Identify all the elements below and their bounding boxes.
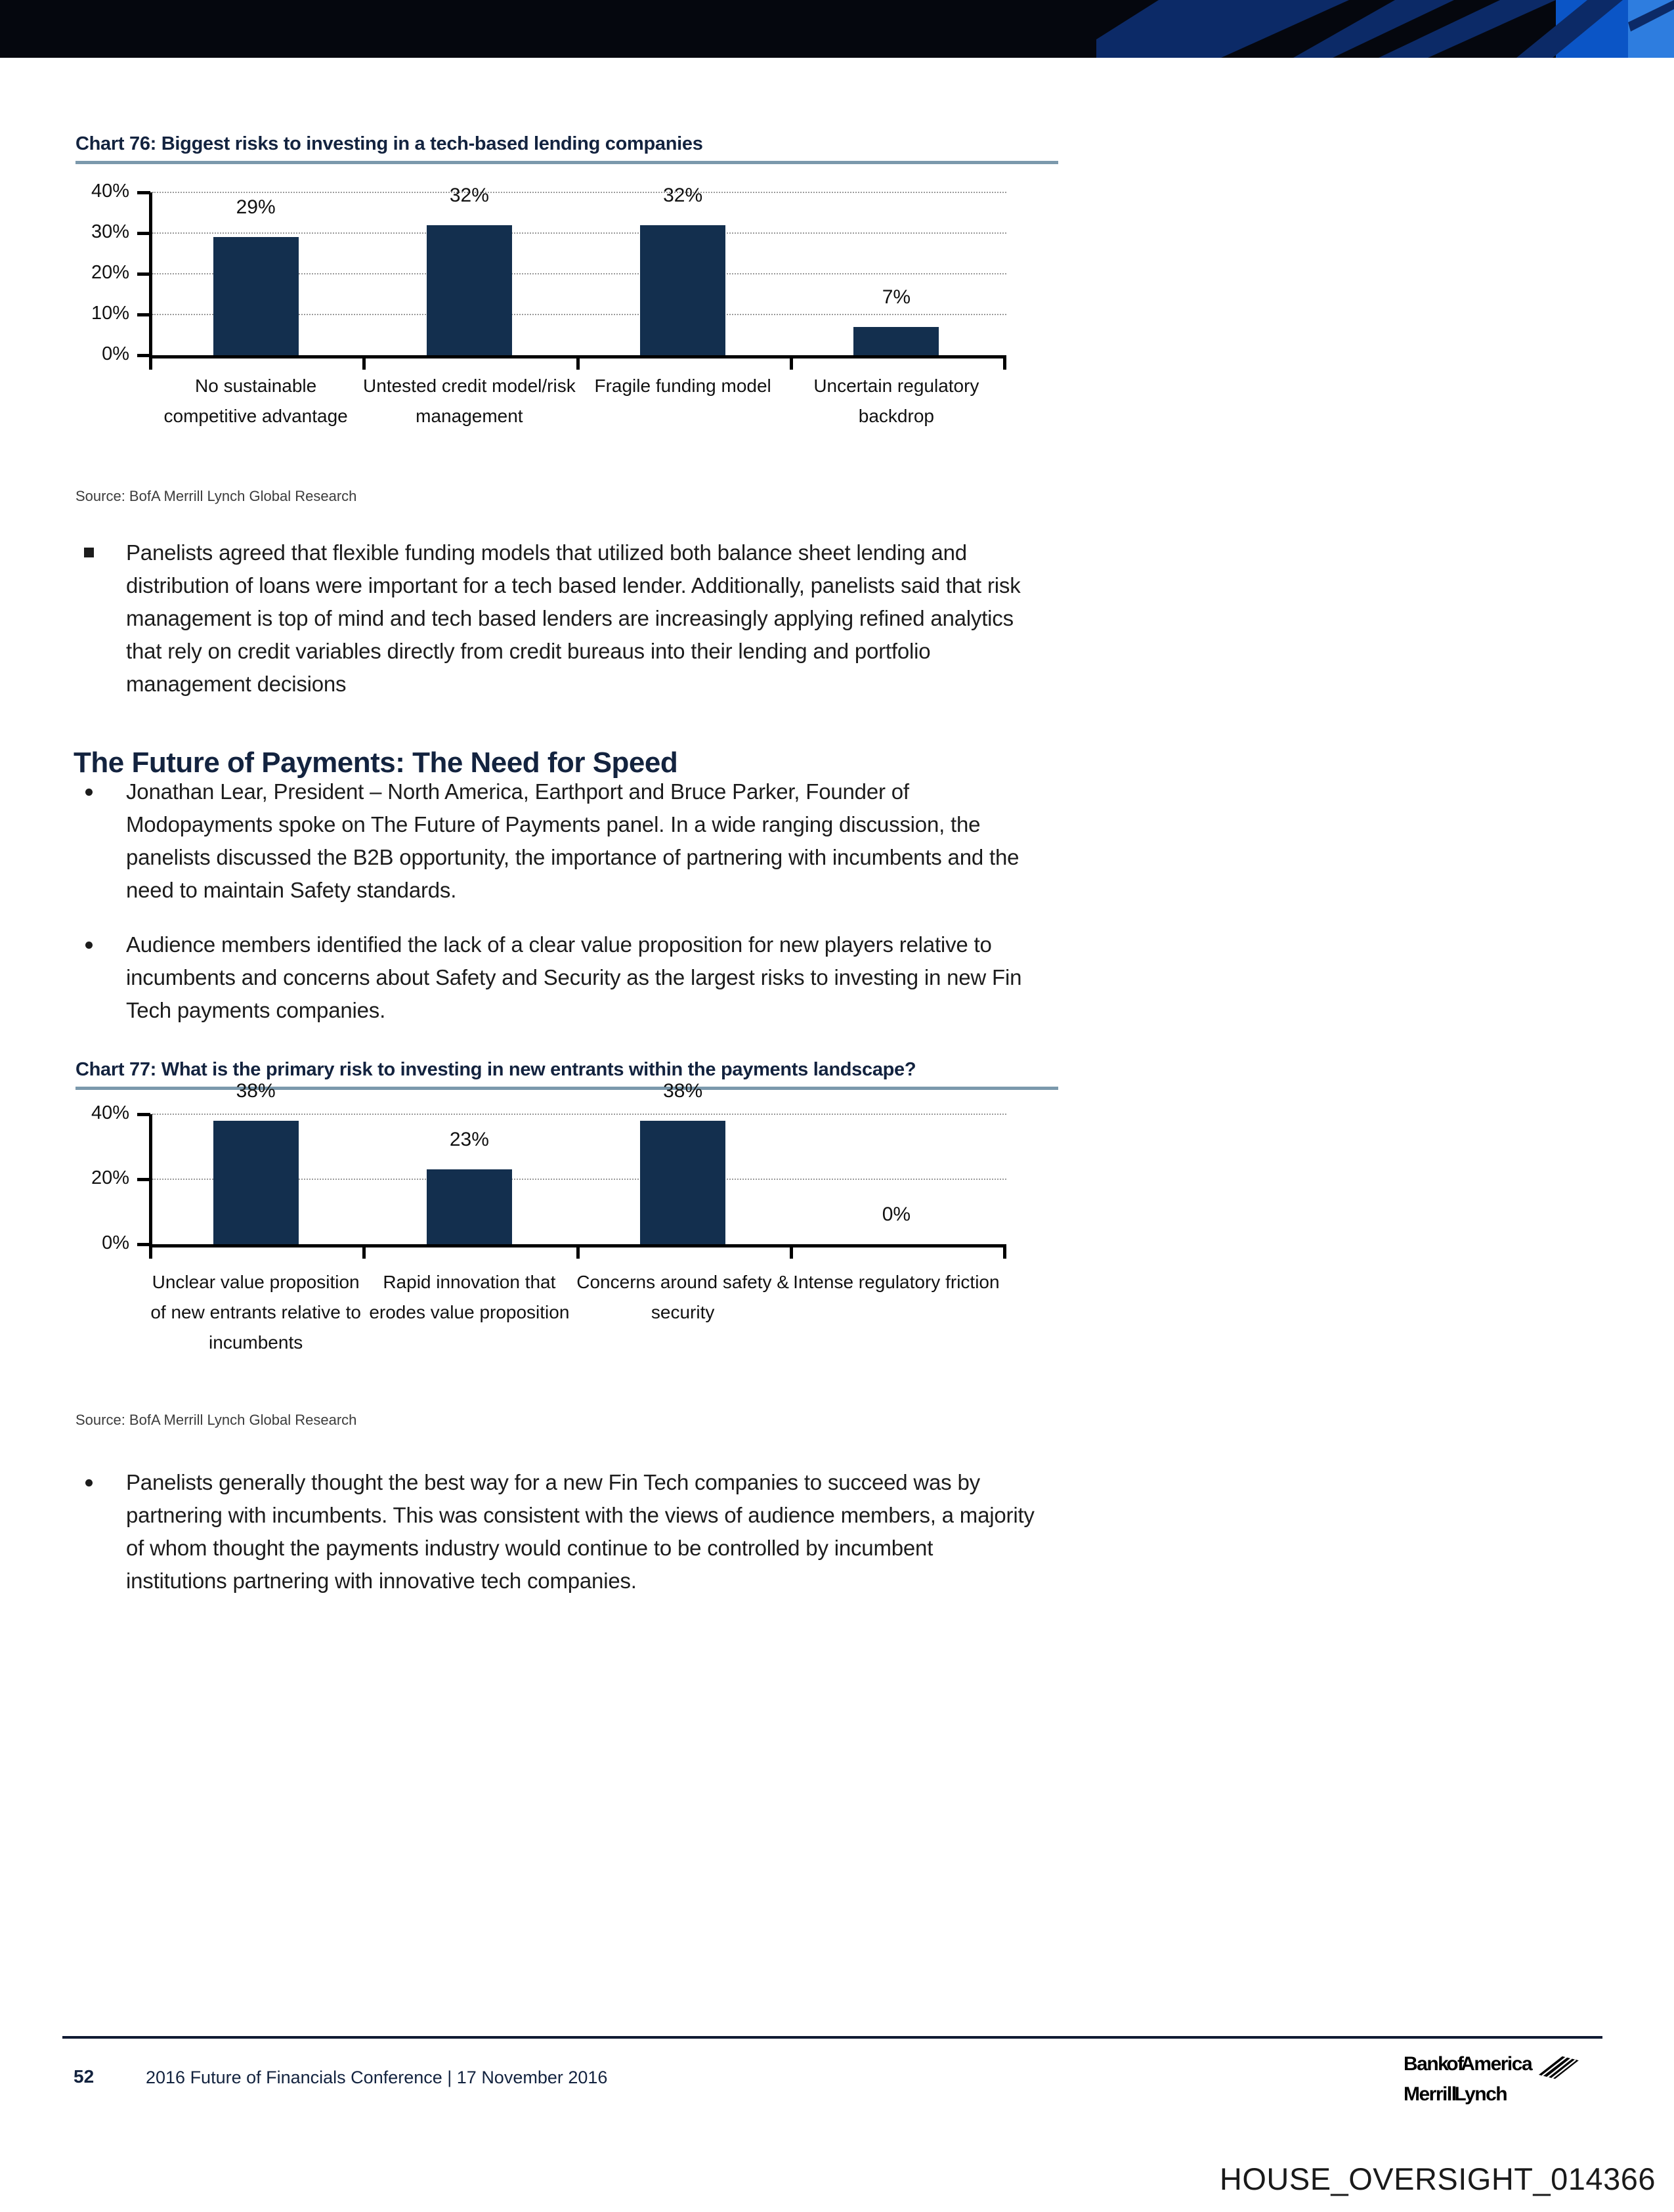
bullet-item: Panelists generally thought the best way… xyxy=(84,1466,1035,1597)
y-axis-tick xyxy=(137,232,150,235)
y-axis-label: 30% xyxy=(91,221,129,242)
top-banner xyxy=(0,0,1674,58)
y-axis-tick xyxy=(137,313,150,316)
bofa-flag-icon xyxy=(1539,2056,1579,2079)
x-axis-tick xyxy=(149,1247,152,1259)
bullet-marker-column xyxy=(84,1466,126,1597)
y-axis-label: 20% xyxy=(91,1167,129,1188)
y-axis-tick xyxy=(137,272,150,276)
category-label: No sustainable competitive advantage xyxy=(163,376,348,426)
y-axis-label: 0% xyxy=(102,1232,129,1253)
y-axis-label: 20% xyxy=(91,262,129,283)
logo-line1: Bank of America xyxy=(1404,2053,1533,2075)
bar xyxy=(853,327,939,355)
bar-value-label: 7% xyxy=(882,286,911,308)
x-axis-tick xyxy=(1003,1247,1006,1259)
y-axis-label: 40% xyxy=(91,1102,129,1123)
y-gridline xyxy=(152,192,1006,193)
round-bullet-icon xyxy=(85,789,93,796)
bar xyxy=(213,237,299,355)
x-axis-tick xyxy=(362,1247,366,1259)
y-axis-label: 40% xyxy=(91,181,129,202)
chart-77-source: Source: BofA Merrill Lynch Global Resear… xyxy=(75,1412,357,1428)
y-axis-tick xyxy=(137,354,150,357)
bar-value-label: 0% xyxy=(882,1204,911,1225)
x-axis-tick xyxy=(576,1247,580,1259)
y-gridline xyxy=(152,314,1006,315)
category-label: Rapid innovation that erodes value propo… xyxy=(369,1272,570,1322)
document-control-number: HOUSE_OVERSIGHT_014366 xyxy=(1219,2161,1656,2196)
footer-divider xyxy=(62,2036,1602,2039)
bullet-text: Panelists agreed that flexible funding m… xyxy=(126,540,1021,696)
bullet-item: Jonathan Lear, President – North America… xyxy=(84,775,1035,907)
bullet-text: Panelists generally thought the best way… xyxy=(126,1470,1035,1593)
bar-value-label: 38% xyxy=(663,1080,703,1102)
bar xyxy=(640,1121,726,1244)
bank-of-america-merrill-lynch-logo: Bank of America Merrill Lynch xyxy=(1404,2054,1579,2105)
banner-geometric-pattern-icon xyxy=(1096,0,1674,58)
y-axis-tick xyxy=(137,1113,150,1116)
y-axis-tick xyxy=(137,191,150,194)
bar-value-label: 38% xyxy=(236,1080,276,1102)
bar-value-label: 32% xyxy=(663,184,703,206)
round-bullet-icon xyxy=(85,1479,93,1486)
logo-line2: Merrill Lynch xyxy=(1404,2083,1508,2105)
page-number: 52 xyxy=(74,2066,95,2087)
category-label: Fragile funding model xyxy=(594,376,771,396)
bullet-item: Panelists agreed that flexible funding m… xyxy=(84,536,1035,701)
bar xyxy=(426,1169,512,1244)
bar-value-label: 23% xyxy=(449,1129,489,1150)
x-axis-tick xyxy=(362,358,366,370)
bar-value-label: 29% xyxy=(236,196,276,218)
bar xyxy=(426,225,512,355)
x-axis-tick xyxy=(789,1247,793,1259)
bullet-item: Audience members identified the lack of … xyxy=(84,928,1035,1027)
bullet-text: Audience members identified the lack of … xyxy=(126,932,1022,1022)
y-axis-label: 0% xyxy=(102,343,129,364)
y-gridline xyxy=(152,1179,1006,1180)
bar-value-label: 32% xyxy=(449,184,489,206)
y-gridline xyxy=(152,1114,1006,1115)
chart-76-source: Source: BofA Merrill Lynch Global Resear… xyxy=(75,488,357,504)
bar xyxy=(213,1121,299,1244)
bullet-marker-column xyxy=(84,536,126,701)
category-label: Uncertain regulatory backdrop xyxy=(813,376,979,426)
x-axis-tick xyxy=(1003,358,1006,370)
category-label: Untested credit model/risk management xyxy=(363,376,576,426)
y-axis-label: 10% xyxy=(91,303,129,324)
category-label: Intense regulatory friction xyxy=(793,1272,1000,1292)
chart-plot-area xyxy=(149,1114,1006,1247)
chart-77-section: Chart 77: What is the primary risk to in… xyxy=(75,1059,1058,1443)
chart-76-title: Chart 76: Biggest risks to investing in … xyxy=(75,133,1058,164)
section-heading: The Future of Payments: The Need for Spe… xyxy=(74,746,678,779)
x-axis-tick xyxy=(789,358,793,370)
footer-conference-title: 2016 Future of Financials Conference | 1… xyxy=(146,2068,608,2087)
x-axis-tick xyxy=(576,358,580,370)
category-label: Concerns around safety & security xyxy=(576,1272,789,1322)
y-gridline xyxy=(152,273,1006,274)
chart-77-title: Chart 77: What is the primary risk to in… xyxy=(75,1059,1058,1090)
chart-76-section: Chart 76: Biggest risks to investing in … xyxy=(75,133,1058,517)
bar xyxy=(640,225,726,355)
bullet-marker-column xyxy=(84,775,126,907)
chart-plot-area xyxy=(149,192,1006,358)
round-bullet-icon xyxy=(85,942,93,949)
square-bullet-icon xyxy=(84,548,94,557)
y-gridline xyxy=(152,232,1006,234)
bullet-marker-column xyxy=(84,928,126,1027)
category-label: Unclear value proposition of new entrant… xyxy=(150,1272,361,1353)
y-axis-tick xyxy=(137,1178,150,1181)
y-axis-tick xyxy=(137,1243,150,1246)
bullet-text: Jonathan Lear, President – North America… xyxy=(126,779,1019,902)
x-axis-tick xyxy=(149,358,152,370)
